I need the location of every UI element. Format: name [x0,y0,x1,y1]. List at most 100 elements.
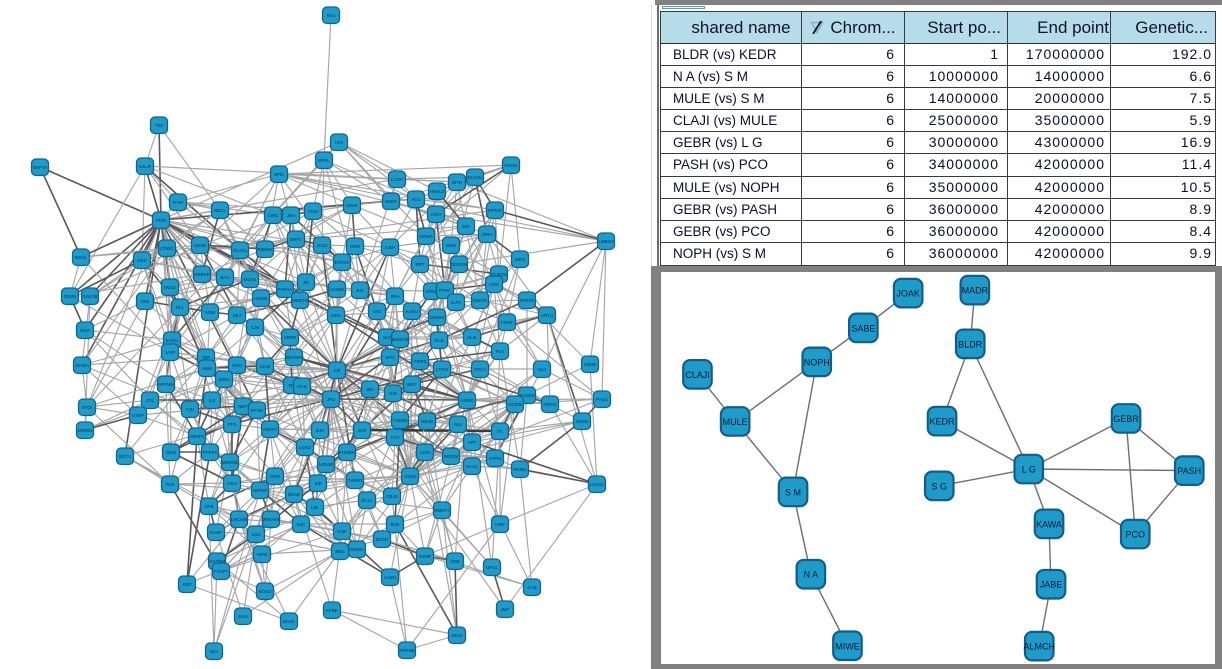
svg-text:S M: S M [784,487,800,497]
svg-text:JNH: JNH [287,213,296,218]
svg-text:JHO: JHO [358,428,367,433]
svg-text:LLWH: LLWH [384,575,396,580]
svg-text:CDG: CDG [420,450,430,455]
svg-text:JIO: JIO [303,280,310,285]
svg-text:SCJC: SCJC [361,498,372,503]
svg-text:NDCL: NDCL [214,208,227,213]
svg-text:GDSD: GDSD [194,243,207,248]
svg-text:BNPTA: BNPTA [33,165,47,170]
svg-text:GAB: GAB [527,585,536,590]
svg-text:WSNF: WSNF [419,554,432,559]
svg-text:EEJ: EEJ [233,313,241,318]
svg-text:UPSIG: UPSIG [419,234,433,239]
svg-text:STPM: STPM [489,456,502,461]
svg-text:BDJG: BDJG [283,619,295,624]
svg-text:HOI: HOI [335,140,343,145]
svg-text:UPCL: UPCL [486,565,498,570]
svg-text:PDM: PDM [156,218,166,223]
svg-text:NIU: NIU [454,422,462,427]
svg-text:NOPH: NOPH [803,357,829,367]
svg-text:N A: N A [803,569,818,579]
svg-text:WMDH: WMDH [350,547,364,552]
svg-text:TGIO: TGIO [308,209,319,214]
svg-text:NJC: NJC [297,522,306,527]
svg-text:GUJCL: GUJCL [233,248,248,253]
svg-text:SPESN: SPESN [520,298,535,303]
svg-text:PGOD: PGOD [505,163,518,168]
svg-text:NBJN: NBJN [421,419,432,424]
svg-text:HFFMN: HFFMN [158,382,173,387]
svg-text:JHC: JHC [356,288,365,293]
svg-text:RSMN: RSMN [514,467,527,472]
svg-text:JAJP: JAJP [165,350,175,355]
svg-text:LWCMN: LWCMN [231,517,247,522]
svg-text:TFGF: TFGF [172,200,184,205]
svg-text:JPG: JPG [327,397,336,402]
svg-text:ALMCH: ALMCH [1023,641,1055,651]
svg-text:GSD: GSD [137,258,147,263]
svg-text:GBJS: GBJS [386,494,398,499]
svg-text:PASH: PASH [1177,466,1201,476]
svg-text:FDIJN: FDIJN [64,294,76,299]
svg-text:OFB: OFB [204,504,213,509]
svg-text:KFBE: KFBE [326,608,338,613]
svg-text:DWNM: DWNM [430,315,444,320]
svg-text:SRRR: SRRR [284,335,296,340]
svg-text:TEP: TEP [202,355,211,360]
svg-text:ERI: ERI [462,224,469,229]
svg-text:FKAPT: FKAPT [214,569,228,574]
svg-text:FRCJ: FRCJ [474,367,485,372]
svg-text:PFS: PFS [228,422,237,427]
svg-text:NPIC: NPIC [274,172,285,177]
svg-text:L G: L G [1021,464,1035,474]
svg-text:HOW: HOW [257,552,269,557]
svg-text:PCO: PCO [1125,529,1145,539]
svg-text:FPI: FPI [289,383,296,388]
svg-text:MKF: MKF [407,382,417,387]
svg-text:NGPO: NGPO [544,402,558,407]
svg-text:MADR: MADR [961,285,988,295]
svg-text:FSWT: FSWT [501,320,514,325]
svg-text:CMC: CMC [489,282,499,287]
svg-text:EREE: EREE [426,289,438,294]
svg-text:DRPT: DRPT [290,237,302,242]
svg-text:UKDW: UKDW [254,296,268,301]
svg-text:GDB: GDB [450,559,460,564]
svg-text:DWWG: DWWG [78,428,93,433]
svg-text:BKMCW: BKMCW [392,337,410,342]
svg-text:CWO: CWO [268,213,279,218]
svg-text:BAH: BAH [220,275,229,280]
svg-text:SDOD: SDOD [576,419,589,424]
svg-text:GEBR: GEBR [1113,414,1139,424]
svg-text:PHFAA: PHFAA [278,287,292,292]
svg-text:ORD: ORD [270,474,280,479]
svg-text:JBU: JBU [366,387,374,392]
svg-text:HGTBM: HGTBM [209,559,225,564]
svg-text:NJLJF: NJLJF [139,164,152,169]
svg-text:SOGO: SOGO [258,589,272,594]
svg-text:IECPJ: IECPJ [119,454,131,459]
svg-text:GWO: GWO [219,377,231,382]
svg-text:CTH: CTH [390,435,399,440]
svg-text:SCK: SCK [434,338,443,343]
svg-text:RIBMW: RIBMW [257,247,273,252]
svg-text:GDH: GDH [331,313,341,318]
svg-text:MGHJ: MGHJ [244,277,256,282]
svg-text:CJH: CJH [251,325,260,330]
svg-text:HBW: HBW [202,366,213,371]
svg-text:APT: APT [468,440,477,445]
svg-text:NMT: NMT [238,404,248,409]
svg-text:UGI: UGI [373,309,381,314]
svg-text:KEP: KEP [183,582,192,587]
svg-text:SLF: SLF [383,335,391,340]
svg-text:KPTAE: KPTAE [488,208,502,213]
svg-text:EWUR: EWUR [473,298,486,303]
svg-text:MSNL: MSNL [75,255,88,260]
svg-text:PLK: PLK [496,349,504,354]
svg-text:AEPWF: AEPWF [252,488,268,493]
svg-text:S G: S G [931,481,947,491]
svg-text:OIUM: OIUM [404,474,416,479]
svg-text:KFL: KFL [176,305,185,310]
svg-text:IANF: IANF [495,522,505,527]
svg-text:PWPE: PWPE [414,359,427,364]
